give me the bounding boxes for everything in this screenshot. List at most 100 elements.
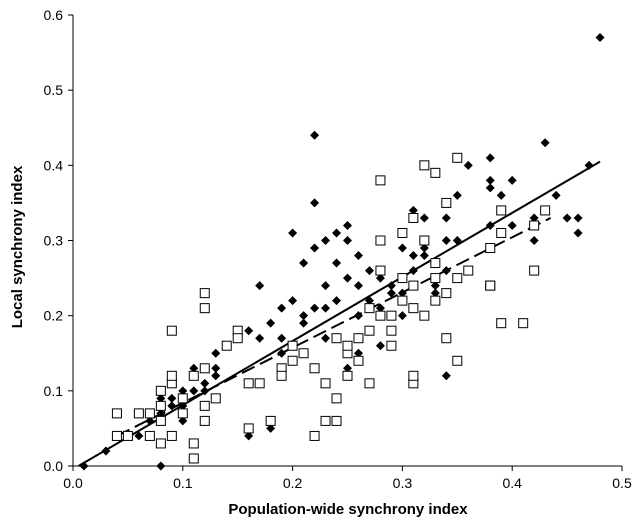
data-point-diamond <box>321 236 331 245</box>
data-point-diamond <box>255 281 265 291</box>
data-point-diamond <box>211 371 221 381</box>
data-point-diamond <box>551 190 561 200</box>
data-point-diamond <box>244 326 254 336</box>
plot-area <box>77 33 605 471</box>
data-point-diamond <box>189 386 199 396</box>
data-point-square <box>199 288 210 299</box>
data-point-square <box>331 415 342 426</box>
data-point-square <box>430 258 441 269</box>
data-point-diamond <box>299 311 309 321</box>
data-point-square <box>353 333 364 344</box>
data-point-diamond <box>408 266 418 276</box>
data-point-square <box>177 408 188 419</box>
data-point-diamond <box>441 213 451 223</box>
data-point-square <box>529 220 540 231</box>
data-point-diamond <box>419 213 429 223</box>
x-tick-label: 0.4 <box>502 475 522 491</box>
data-point-square <box>452 152 463 163</box>
data-point-square <box>320 415 331 426</box>
data-point-square <box>452 355 463 366</box>
data-point-diamond <box>321 303 331 313</box>
data-point-diamond <box>485 220 495 230</box>
data-point-square <box>375 175 386 186</box>
data-point-diamond <box>584 160 594 170</box>
data-point-diamond <box>430 281 440 291</box>
data-point-square <box>419 235 430 246</box>
data-point-diamond <box>529 236 539 245</box>
data-point-square <box>375 310 386 321</box>
data-point-diamond <box>419 251 429 261</box>
data-point-diamond <box>375 303 385 313</box>
data-point-diamond <box>332 258 342 268</box>
data-point-diamond <box>343 220 352 230</box>
data-point-diamond <box>343 363 352 373</box>
data-point-diamond <box>485 153 495 163</box>
data-point-diamond <box>189 363 199 373</box>
data-point-square <box>155 400 166 411</box>
data-point-square <box>243 378 254 389</box>
data-point-diamond <box>310 243 320 253</box>
data-point-square <box>375 235 386 246</box>
y-tick-label: 0.1 <box>44 383 64 399</box>
data-point-square <box>254 378 265 389</box>
data-point-square <box>221 340 232 351</box>
data-point-square <box>408 280 419 291</box>
y-tick-label: 0.4 <box>44 157 64 173</box>
x-tick-label: 0.3 <box>393 475 413 491</box>
data-point-square <box>364 325 375 336</box>
data-point-square <box>496 318 507 329</box>
data-point-square <box>199 415 210 426</box>
data-point-diamond <box>386 281 396 291</box>
data-point-square <box>430 295 441 306</box>
data-point-diamond <box>288 228 298 238</box>
data-point-square <box>386 340 397 351</box>
data-point-square <box>188 438 199 449</box>
trendline-solid <box>77 160 601 467</box>
data-point-square <box>463 265 474 276</box>
data-point-diamond <box>353 251 363 261</box>
x-tick-label: 0.1 <box>173 475 193 491</box>
data-point-diamond <box>255 333 265 343</box>
data-point-diamond <box>299 318 309 328</box>
data-point-diamond <box>266 318 276 328</box>
data-point-square <box>298 348 309 359</box>
data-point-square <box>111 408 122 419</box>
data-point-square <box>111 430 122 441</box>
data-point-square <box>441 288 452 299</box>
data-point-square <box>364 378 375 389</box>
data-point-square <box>375 265 386 276</box>
data-point-diamond <box>321 333 331 343</box>
data-point-diamond <box>430 288 440 298</box>
data-point-diamond <box>507 220 517 230</box>
data-point-diamond <box>288 296 298 306</box>
data-point-square <box>320 378 331 389</box>
data-point-square <box>353 355 364 366</box>
data-point-diamond <box>408 205 418 215</box>
data-point-diamond <box>178 416 188 426</box>
data-point-diamond <box>321 281 331 291</box>
data-point-diamond <box>540 138 550 148</box>
data-point-diamond <box>441 236 451 245</box>
data-point-diamond <box>441 371 451 381</box>
data-point-square <box>342 370 353 381</box>
data-point-square <box>177 393 188 404</box>
data-point-diamond <box>397 243 407 253</box>
data-point-square <box>496 227 507 238</box>
y-tick-label: 0.6 <box>44 7 64 23</box>
trendline-dashed <box>116 217 552 437</box>
x-axis-title: Population-wide synchrony index <box>228 501 468 518</box>
data-point-diamond <box>343 236 352 245</box>
data-point-square <box>397 295 408 306</box>
data-point-diamond <box>408 251 418 261</box>
data-point-square <box>397 273 408 284</box>
data-point-square <box>430 167 441 178</box>
data-point-square <box>386 325 397 336</box>
data-point-square <box>386 310 397 321</box>
data-point-diamond <box>397 288 407 298</box>
data-point-square <box>331 333 342 344</box>
data-point-square <box>342 340 353 351</box>
data-point-diamond <box>496 190 506 200</box>
data-point-square <box>133 408 144 419</box>
data-point-diamond <box>167 393 177 403</box>
